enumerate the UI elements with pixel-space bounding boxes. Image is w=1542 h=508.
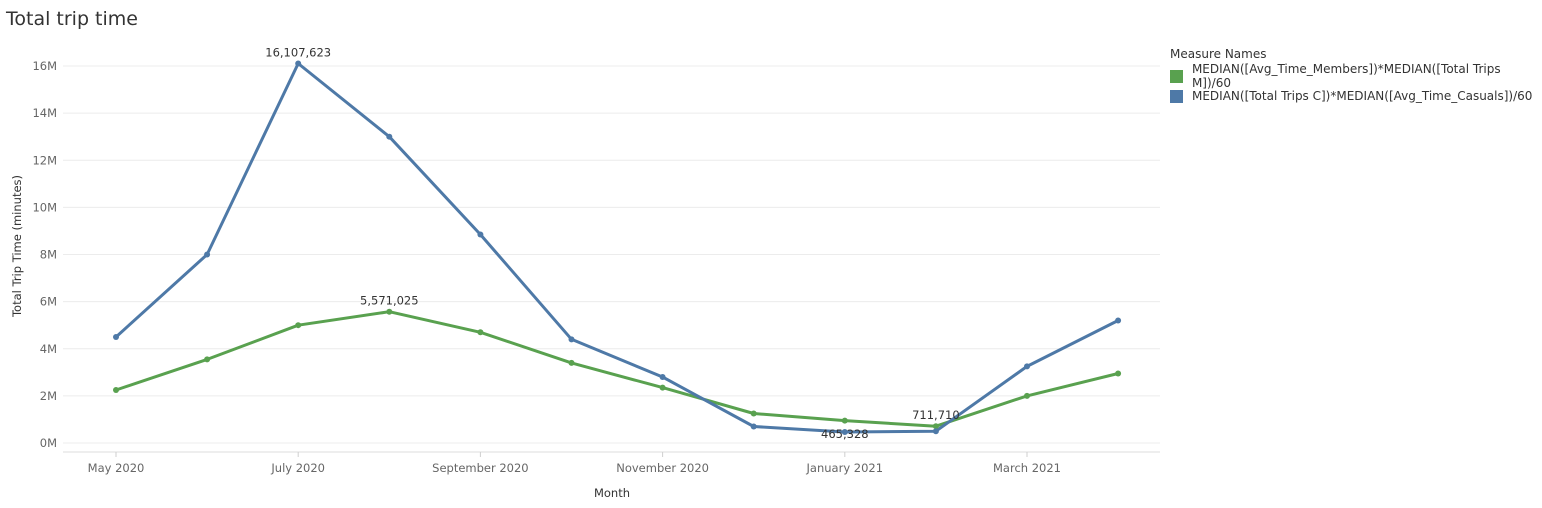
y-tick-label: 16M bbox=[32, 59, 57, 73]
data-point[interactable] bbox=[932, 423, 939, 430]
data-point[interactable] bbox=[295, 322, 302, 329]
series-line-casuals bbox=[114, 62, 1119, 434]
x-axis-ticks: May 2020 July 2020 September 2020 November … bbox=[88, 452, 1061, 475]
series-lines bbox=[114, 62, 1119, 434]
x-tick-label: September 2020 bbox=[432, 461, 529, 475]
legend-item-casuals[interactable]: MEDIAN([Total Trips C])*MEDIAN([Avg_Time… bbox=[1170, 86, 1542, 106]
data-point[interactable] bbox=[113, 333, 119, 340]
data-point[interactable] bbox=[477, 231, 484, 238]
data-point[interactable] bbox=[841, 429, 848, 436]
data-labels: 5,571,025 711,710 16,107,623 465,328 bbox=[265, 45, 959, 441]
x-tick-label: May 2020 bbox=[88, 461, 145, 475]
data-point[interactable] bbox=[204, 251, 211, 258]
legend-label-casuals: MEDIAN([Total Trips C])*MEDIAN([Avg_Time… bbox=[1192, 89, 1533, 103]
legend-title: Measure Names bbox=[1170, 47, 1267, 61]
y-tick-label: 6M bbox=[40, 295, 57, 309]
chart-title: Total trip time bbox=[6, 8, 138, 30]
data-point[interactable] bbox=[1115, 317, 1122, 324]
data-point[interactable] bbox=[1024, 392, 1030, 399]
x-tick-label: November 2020 bbox=[616, 461, 709, 475]
data-point[interactable] bbox=[932, 428, 939, 435]
x-tick-label: March 2021 bbox=[993, 461, 1061, 475]
y-tick-label: 8M bbox=[40, 248, 57, 262]
y-tick-label: 2M bbox=[40, 389, 57, 403]
legend-label-members: MEDIAN([Avg_Time_Members])*MEDIAN([Total… bbox=[1191, 62, 1501, 90]
data-point[interactable] bbox=[750, 423, 757, 430]
y-tick-label: 12M bbox=[32, 153, 57, 167]
data-point[interactable] bbox=[477, 329, 484, 336]
data-point[interactable] bbox=[841, 417, 848, 424]
legend-swatch-casuals bbox=[1170, 89, 1183, 103]
data-point[interactable] bbox=[659, 374, 666, 381]
y-tick-label: 0M bbox=[40, 436, 57, 450]
data-point[interactable] bbox=[204, 356, 211, 363]
y-axis-title: Total Trip Time (minutes) bbox=[10, 175, 24, 318]
data-point[interactable] bbox=[295, 60, 302, 67]
data-point[interactable] bbox=[386, 133, 393, 140]
series-points bbox=[113, 60, 1122, 436]
legend-swatch-members bbox=[1170, 69, 1183, 83]
data-point[interactable] bbox=[1115, 370, 1122, 377]
data-label: 5,571,025 bbox=[360, 294, 419, 308]
data-point[interactable] bbox=[1024, 363, 1030, 370]
data-point[interactable] bbox=[386, 308, 393, 315]
data-point[interactable] bbox=[568, 336, 575, 343]
y-axis-ticks: 0M 2M 4M 6M 8M 10M 12M 14M 16M bbox=[32, 59, 57, 450]
data-label: 711,710 bbox=[912, 408, 960, 422]
legend: Measure Names MEDIAN([Avg_Time_Members])… bbox=[1170, 47, 1542, 106]
gridlines bbox=[63, 65, 1160, 453]
legend-item-members[interactable]: MEDIAN([Avg_Time_Members])*MEDIAN([Total… bbox=[1170, 62, 1542, 90]
y-tick-label: 10M bbox=[32, 200, 57, 214]
data-point[interactable] bbox=[750, 410, 757, 417]
y-tick-label: 4M bbox=[40, 342, 57, 356]
data-label: 465,328 bbox=[821, 427, 869, 441]
data-point[interactable] bbox=[568, 359, 575, 366]
x-tick-label: January 2021 bbox=[806, 461, 884, 475]
y-tick-label: 14M bbox=[32, 106, 57, 120]
data-point[interactable] bbox=[113, 386, 119, 393]
data-point[interactable] bbox=[659, 384, 666, 391]
data-label: 16,107,623 bbox=[265, 45, 331, 59]
x-axis-title: Month bbox=[594, 486, 630, 500]
x-tick-label: July 2020 bbox=[270, 461, 325, 475]
